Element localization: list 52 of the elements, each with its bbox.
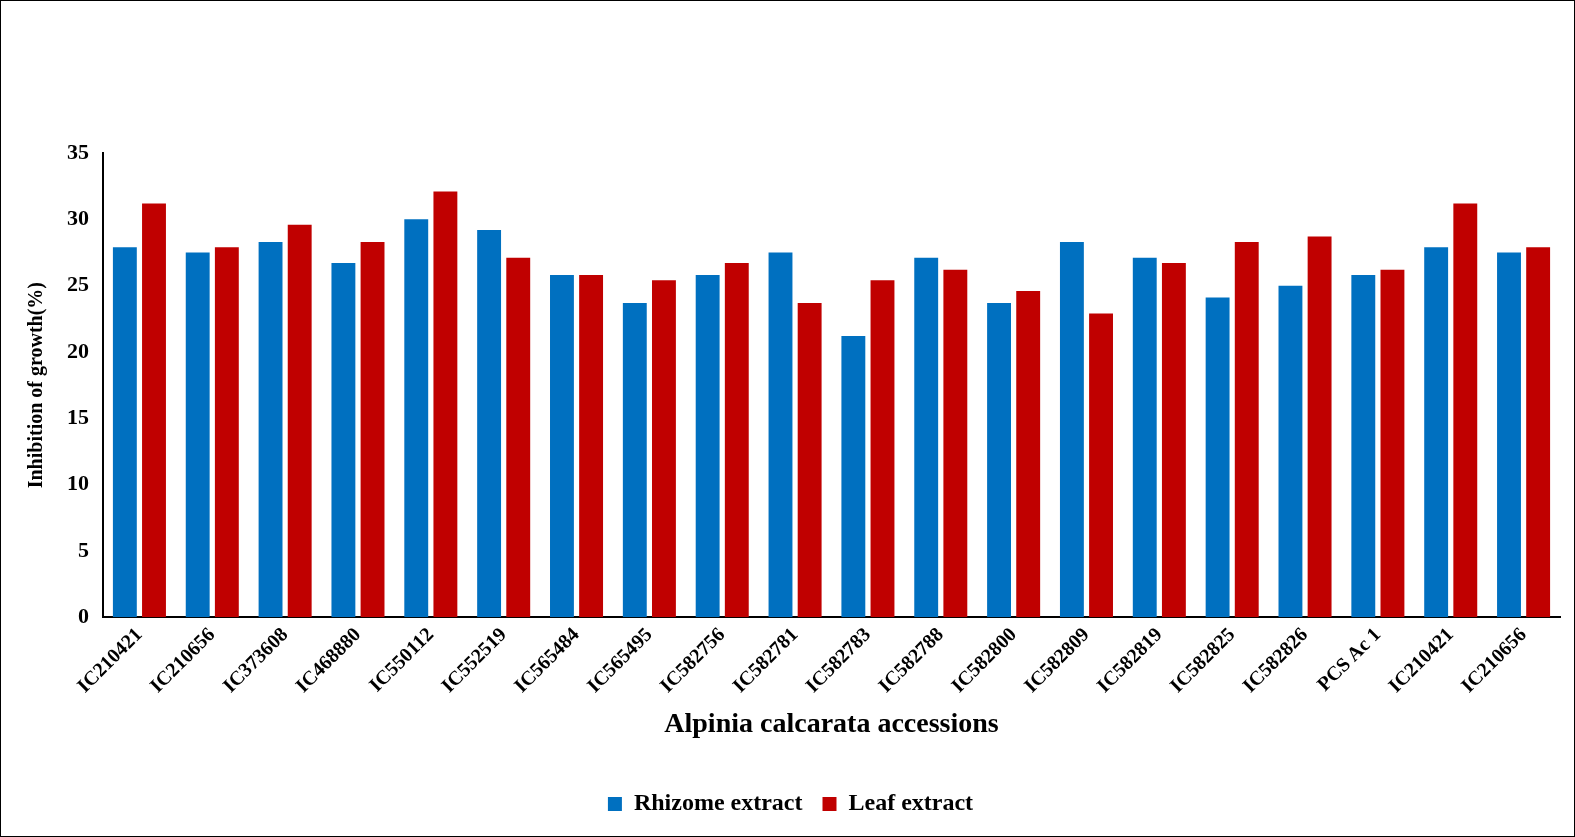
- bar: [695, 275, 720, 618]
- bar: [914, 257, 939, 618]
- bar: [1497, 252, 1521, 618]
- bar: [506, 257, 531, 618]
- y-tick-label: 10: [67, 470, 89, 496]
- bar: [622, 302, 647, 618]
- bar: [1089, 313, 1113, 618]
- x-axis-title: Alpinia calcarata accessions: [664, 707, 999, 739]
- bar: [404, 219, 429, 618]
- legend-label: Rhizome extract: [633, 789, 803, 816]
- bar: [797, 302, 822, 618]
- bar: [142, 203, 166, 618]
- bar: [1424, 247, 1449, 618]
- bar: [768, 252, 793, 618]
- bar: [987, 302, 1011, 618]
- bar: [1307, 236, 1332, 618]
- bar: [477, 229, 502, 618]
- bar: [360, 241, 385, 618]
- y-tick-label: 20: [67, 337, 89, 363]
- bar: [1351, 275, 1376, 618]
- bar: [1059, 241, 1084, 618]
- y-tick-label: 30: [67, 205, 89, 231]
- bar: [579, 275, 604, 618]
- bar: [1380, 269, 1405, 618]
- bar: [1526, 247, 1551, 618]
- bar: [185, 252, 210, 618]
- bar: [331, 263, 356, 618]
- bar: [1234, 241, 1259, 618]
- y-tick-label: 15: [67, 403, 89, 429]
- y-axis-title: Inhibition of growth(%): [24, 281, 48, 489]
- legend-label: Leaf extract: [848, 789, 974, 816]
- bar: [943, 269, 968, 618]
- bar: [652, 280, 676, 618]
- bar: [1132, 257, 1157, 618]
- y-tick-label: 25: [67, 271, 89, 297]
- bar: [550, 275, 574, 618]
- bar: [724, 263, 749, 618]
- y-tick-label: 5: [78, 536, 89, 562]
- bar: [258, 241, 283, 618]
- bar: [1161, 263, 1186, 618]
- y-tick-label: 35: [67, 138, 89, 164]
- bar: [1016, 290, 1041, 618]
- y-tick-label: 0: [78, 602, 89, 628]
- bar: [287, 224, 312, 618]
- bar: [112, 247, 137, 618]
- bar: [1453, 203, 1478, 618]
- bar: [870, 280, 895, 618]
- bar: [1205, 297, 1230, 618]
- bar: [841, 336, 866, 618]
- bar: [433, 191, 458, 618]
- bar: [1278, 285, 1303, 618]
- bar: [214, 247, 239, 618]
